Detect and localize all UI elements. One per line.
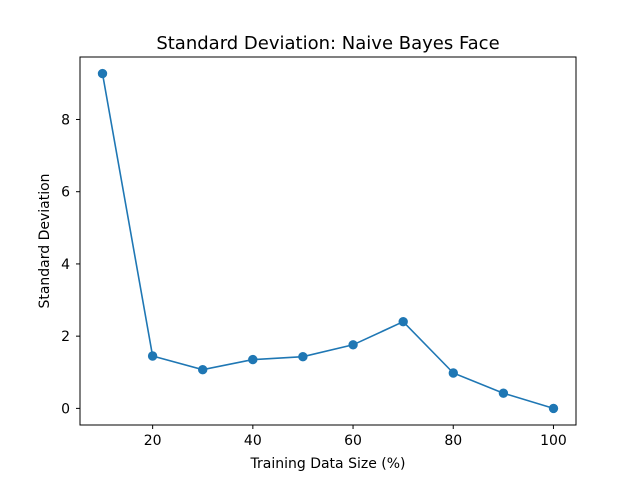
- plot-frame: [79, 56, 577, 426]
- x-axis-label: Training Data Size (%): [250, 456, 406, 472]
- data-point: [248, 354, 258, 365]
- y-axis-label: Standard Deviation: [37, 173, 53, 308]
- y-axis: 0 2 4 6 8: [61, 112, 80, 417]
- plot-area: [79, 56, 577, 426]
- data-point: [147, 351, 158, 361]
- data-point: [97, 68, 108, 79]
- x-tick-label: 80: [444, 433, 462, 449]
- x-tick-label: 60: [344, 433, 362, 449]
- chart-title: Standard Deviation: Naive Bayes Face: [156, 33, 499, 54]
- series-line: [101, 73, 554, 410]
- data-point: [198, 365, 208, 375]
- y-tick-label: 2: [61, 329, 70, 345]
- y-tick-label: 0: [61, 401, 70, 417]
- x-tick-label: 40: [244, 433, 262, 449]
- data-point: [548, 403, 559, 414]
- data-point: [448, 368, 458, 378]
- x-axis: 20 40 60 80 100: [144, 425, 567, 449]
- data-point: [298, 352, 308, 362]
- x-tick-label: 20: [144, 433, 162, 449]
- x-tick-label: 100: [540, 433, 567, 449]
- y-tick-label: 8: [61, 112, 70, 128]
- y-tick-label: 4: [61, 257, 70, 273]
- data-point: [348, 340, 358, 350]
- data-point: [398, 317, 408, 327]
- series-layer: [97, 68, 559, 414]
- data-point: [498, 388, 509, 398]
- y-tick-label: 6: [61, 185, 70, 201]
